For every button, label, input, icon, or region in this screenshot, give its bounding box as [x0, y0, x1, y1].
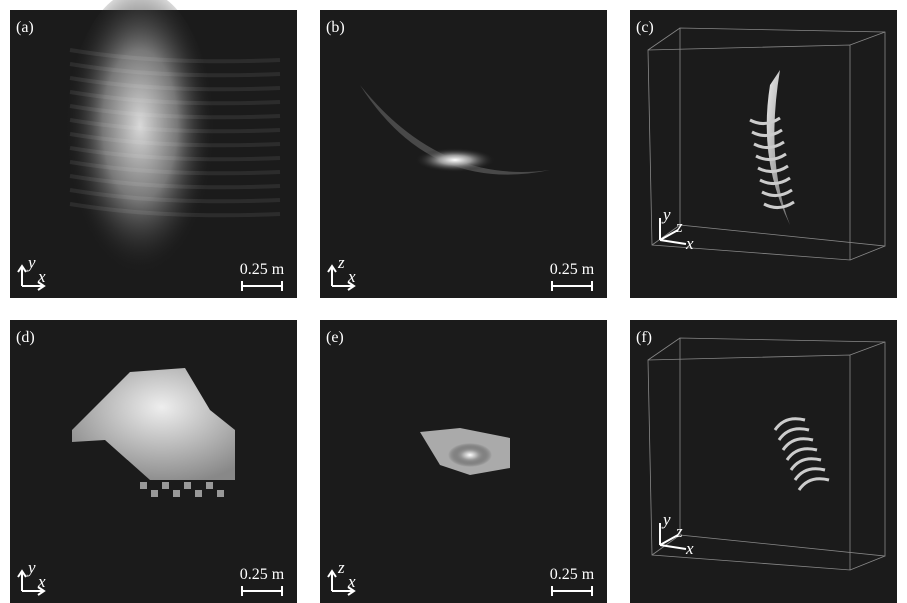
scale-label: 0.25 m — [550, 566, 595, 583]
figure: (a)yx0.25 m(b)zx0.25 m(c)yzx(d)yx0.25 m(… — [0, 0, 907, 603]
image-pixel — [206, 482, 213, 489]
panel-label: (b) — [326, 19, 345, 36]
scale-label: 0.25 m — [240, 566, 285, 583]
scale-label: 0.25 m — [240, 261, 285, 278]
axis-label: x — [347, 267, 356, 286]
image-pixel — [184, 482, 191, 489]
axis-label: x — [685, 539, 694, 558]
axis-label: y — [661, 510, 671, 529]
image-pixel — [151, 490, 158, 497]
panel-background — [630, 10, 897, 298]
axis-label: y — [26, 253, 36, 272]
panel-label: (d) — [16, 329, 35, 346]
image-pixel — [173, 490, 180, 497]
axis-label: z — [337, 253, 345, 272]
image-blob — [415, 148, 495, 172]
axis-label: x — [37, 267, 46, 286]
axis-label: x — [37, 572, 46, 591]
image-pixel — [195, 490, 202, 497]
axis-label: z — [675, 522, 683, 541]
panel-label: (e) — [326, 329, 344, 346]
image-glow — [448, 443, 492, 467]
scale-label: 0.25 m — [550, 261, 595, 278]
panel-label: (f) — [636, 329, 652, 346]
image-pixel — [162, 482, 169, 489]
panel-background — [630, 320, 897, 603]
image-pixel — [140, 482, 147, 489]
axis-label: z — [337, 558, 345, 577]
axis-label: y — [661, 205, 671, 224]
axis-label: z — [675, 217, 683, 236]
panel-label: (c) — [636, 19, 654, 36]
axis-label: y — [26, 558, 36, 577]
axis-label: x — [685, 234, 694, 253]
image-pixel — [217, 490, 224, 497]
axis-label: x — [347, 572, 356, 591]
panel-label: (a) — [16, 19, 34, 36]
